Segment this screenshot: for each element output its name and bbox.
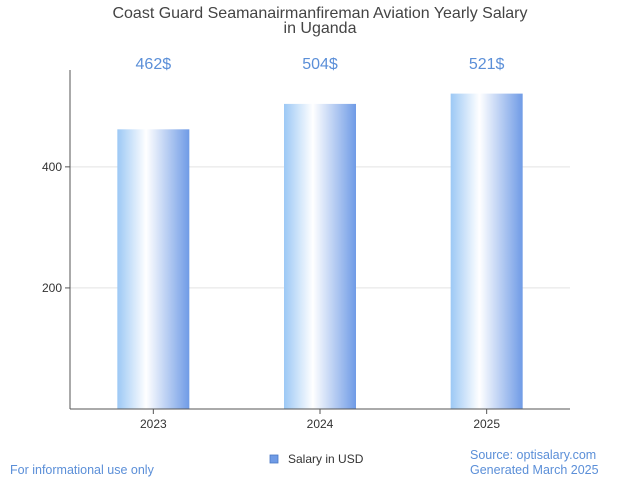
bars xyxy=(117,93,523,410)
legend-swatch xyxy=(269,454,279,464)
chart-title-line-2: in Uganda xyxy=(284,20,357,37)
x-tick-label: 2023 xyxy=(140,417,167,431)
x-tick-label: 2025 xyxy=(473,417,500,431)
bar-2025 xyxy=(450,93,523,410)
footer-generated: Generated March 2025 xyxy=(470,463,599,477)
data-label-2025: 521$ xyxy=(469,56,505,73)
data-label-2024: 504$ xyxy=(302,56,338,73)
x-tick-label: 2024 xyxy=(307,417,334,431)
legend: Salary in USD xyxy=(269,452,364,466)
footer-source: Source: optisalary.com xyxy=(470,448,597,462)
bar-2023 xyxy=(117,129,190,409)
chart-title-line-1: Coast Guard Seamanairmanfireman Aviation… xyxy=(112,5,527,22)
footer-disclaimer: For informational use only xyxy=(10,463,154,477)
y-tick-label: 400 xyxy=(42,160,62,174)
tick-labels: 200 400 2023 2024 2025 xyxy=(42,160,500,431)
legend-label: Salary in USD xyxy=(288,452,364,466)
data-label-2023: 462$ xyxy=(136,56,172,73)
data-labels: 462$ 504$ 521$ xyxy=(136,56,505,73)
y-tick-label: 200 xyxy=(42,281,62,295)
bar-2024 xyxy=(284,103,356,410)
